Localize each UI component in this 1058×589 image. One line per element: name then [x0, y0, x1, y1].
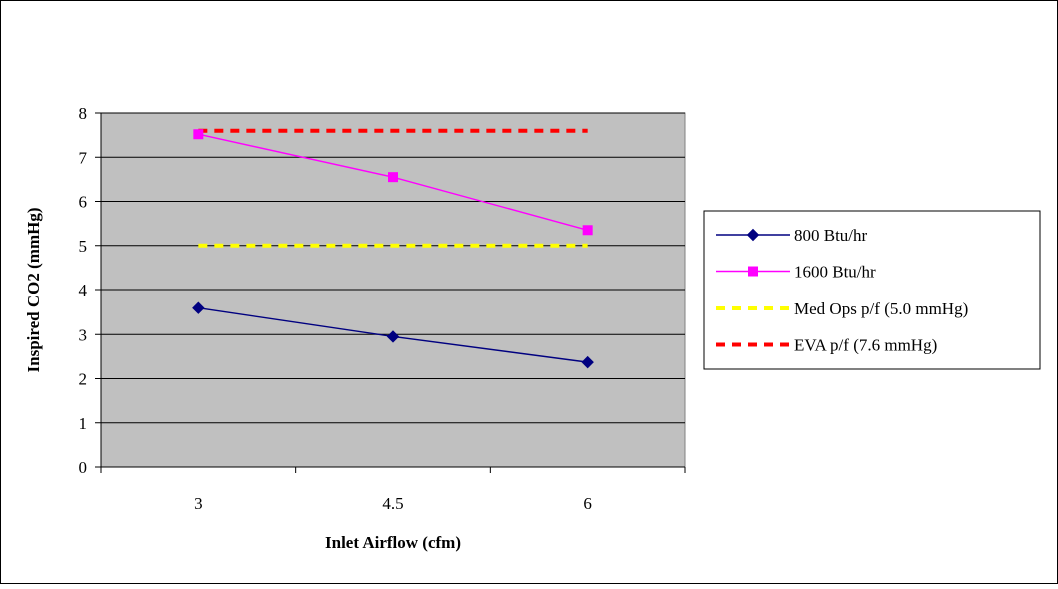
y-tick-label: 7: [79, 148, 88, 167]
series-1: [193, 129, 593, 236]
series-0: [192, 301, 594, 369]
y-axis-title: Inspired CO2 (mmHg): [24, 208, 43, 373]
legend-item: Med Ops p/f (5.0 mmHg): [716, 299, 968, 318]
y-tick-label: 2: [79, 370, 88, 389]
y-tick-label: 6: [79, 193, 88, 212]
x-tick-label: 4.5: [382, 494, 403, 513]
legend-marker: [748, 266, 758, 277]
axes: 0 1 2 3 4 5 6 7 8 3 4.5 6: [79, 104, 686, 513]
x-tick-label: 6: [583, 494, 592, 513]
legend-label: 800 Btu/hr: [794, 226, 868, 245]
y-tick-label: 3: [79, 325, 88, 344]
series-lines: [192, 128, 594, 369]
y-tick-label: 0: [79, 458, 88, 477]
legend-item: EVA p/f (7.6 mmHg): [716, 336, 937, 355]
data-point: [193, 129, 204, 140]
data-point: [386, 330, 400, 343]
y-tick-label: 5: [79, 237, 88, 256]
y-tick-label: 1: [79, 414, 88, 433]
data-point: [582, 225, 593, 236]
legend-item: 1600 Btu/hr: [716, 263, 876, 282]
x-tick-label: 3: [194, 494, 203, 513]
legend-label: 1600 Btu/hr: [794, 263, 876, 282]
data-point: [192, 301, 205, 314]
x-axis-title: Inlet Airflow (cfm): [325, 533, 461, 552]
legend-marker: [746, 228, 760, 242]
data-point: [581, 355, 594, 369]
y-tick-label: 8: [79, 104, 88, 123]
legend-label: Med Ops p/f (5.0 mmHg): [794, 299, 968, 318]
legend-item: 800 Btu/hr: [716, 226, 868, 245]
legend: 800 Btu/hr 1600 Btu/hr Med Ops p/f (5.0 mm…: [703, 210, 1041, 370]
legend-label: EVA p/f (7.6 mmHg): [794, 336, 937, 355]
y-tick-label: 4: [79, 281, 88, 300]
data-point: [388, 172, 398, 183]
legend-box: [703, 210, 1041, 370]
